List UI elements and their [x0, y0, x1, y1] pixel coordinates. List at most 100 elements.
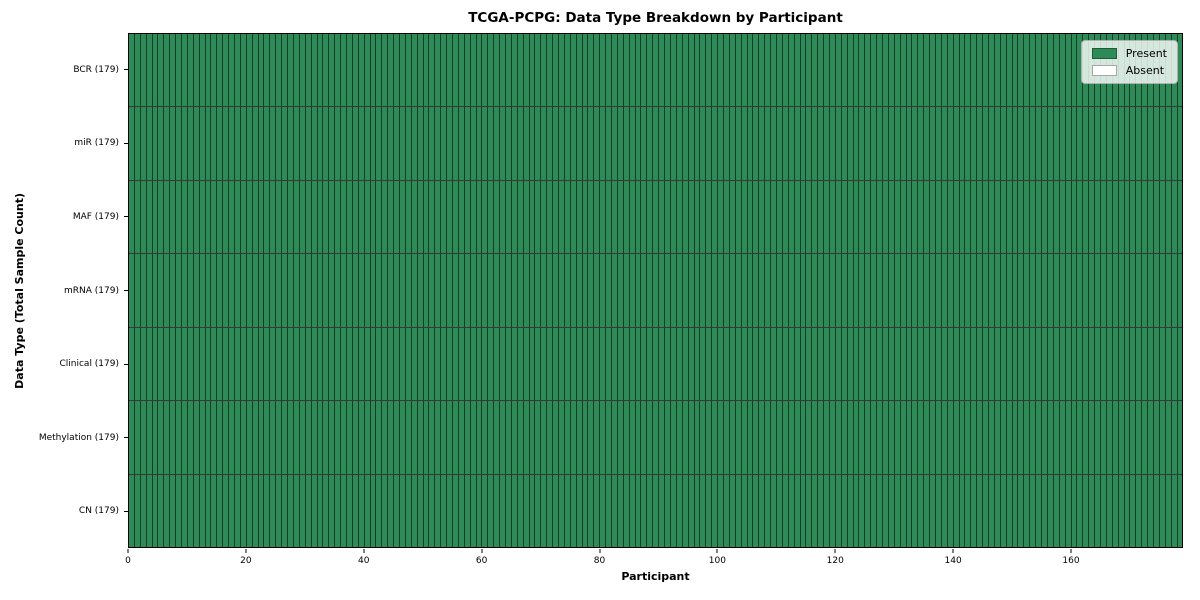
- heatmap-cell: [705, 34, 712, 107]
- heatmap-cell: [1005, 401, 1012, 474]
- heatmap-cell: [722, 254, 729, 327]
- heatmap-cell: [328, 254, 335, 327]
- heatmap-cell: [1158, 180, 1165, 254]
- heatmap-cell: [887, 107, 894, 180]
- heatmap-cell: [581, 401, 588, 474]
- heatmap-cell: [534, 474, 541, 547]
- heatmap-cell: [587, 180, 594, 254]
- heatmap-cell: [1064, 254, 1071, 327]
- heatmap-cell: [599, 254, 606, 327]
- heatmap-cell: [328, 401, 335, 474]
- heatmap-cell: [381, 34, 388, 107]
- heatmap-cell: [558, 180, 564, 254]
- heatmap-cell: [1111, 401, 1118, 474]
- heatmap-cell: [664, 254, 670, 327]
- heatmap-cell: [1129, 474, 1136, 547]
- heatmap-cell: [292, 254, 299, 327]
- heatmap-cell: [1176, 180, 1183, 254]
- heatmap-cell: [864, 401, 871, 474]
- heatmap-cell: [982, 254, 989, 327]
- heatmap-cell: [1035, 474, 1042, 547]
- heatmap-cell: [163, 34, 170, 107]
- heatmap-cell: [775, 180, 782, 254]
- heatmap-cell: [728, 401, 735, 474]
- heatmap-cell: [316, 327, 323, 401]
- heatmap-cell: [599, 107, 606, 180]
- heatmap-cell: [575, 254, 582, 327]
- heatmap-cell: [605, 180, 612, 254]
- heatmap-cell: [864, 254, 871, 327]
- heatmap-cell: [269, 107, 276, 180]
- heatmap-cell: [345, 327, 352, 401]
- heatmap-cell: [210, 180, 217, 254]
- heatmap-cell: [958, 474, 965, 547]
- heatmap-cell: [393, 34, 399, 107]
- heatmap-cell: [581, 180, 588, 254]
- heatmap-cell: [558, 401, 564, 474]
- heatmap-cell: [292, 34, 299, 107]
- heatmap-cell: [393, 401, 399, 474]
- heatmap-cell: [964, 327, 971, 401]
- heatmap-cell: [817, 474, 824, 547]
- heatmap-cell: [1135, 401, 1142, 474]
- heatmap-cell: [404, 327, 411, 401]
- heatmap-cell: [929, 401, 936, 474]
- heatmap-cell: [351, 327, 358, 401]
- heatmap-cell: [1135, 474, 1142, 547]
- heatmap-cell: [652, 474, 659, 547]
- heatmap-cell: [552, 327, 559, 401]
- heatmap-cell: [1076, 254, 1083, 327]
- heatmap-cell: [451, 107, 458, 180]
- heatmap-cell: [999, 401, 1006, 474]
- heatmap-cell: [811, 327, 818, 401]
- heatmap-cell: [870, 180, 877, 254]
- heatmap-cell: [1082, 474, 1089, 547]
- heatmap-cell: [834, 401, 841, 474]
- heatmap-cell: [322, 401, 329, 474]
- heatmap-cell: [1123, 401, 1130, 474]
- heatmap-cell: [292, 107, 299, 180]
- heatmap-cell: [911, 254, 918, 327]
- heatmap-cell: [687, 180, 694, 254]
- heatmap-cell: [988, 401, 994, 474]
- heatmap-cell: [505, 327, 511, 401]
- heatmap-cell: [463, 327, 470, 401]
- heatmap-cell: [387, 34, 394, 107]
- heatmap-cell: [198, 327, 205, 401]
- heatmap-cell: [740, 107, 747, 180]
- heatmap-cell: [139, 474, 146, 547]
- heatmap-cell: [575, 327, 582, 401]
- heatmap-cell: [958, 107, 965, 180]
- heatmap-cell: [363, 254, 370, 327]
- heatmap-cell: [1164, 107, 1171, 180]
- heatmap-cell: [151, 474, 158, 547]
- heatmap-cell: [652, 107, 659, 180]
- heatmap-cell: [398, 254, 405, 327]
- heatmap-cell: [481, 327, 488, 401]
- heatmap-cell: [587, 254, 594, 327]
- heatmap-cell: [129, 327, 134, 401]
- heatmap-cell: [817, 107, 824, 180]
- heatmap-cell: [469, 327, 476, 401]
- heatmap-cell: [505, 180, 511, 254]
- heatmap-cell: [652, 34, 659, 107]
- x-tick-mark: [1070, 549, 1072, 553]
- heatmap-cell: [1076, 180, 1083, 254]
- heatmap-cell: [893, 34, 900, 107]
- heatmap-cell: [722, 401, 729, 474]
- heatmap-cell: [1035, 180, 1042, 254]
- heatmap-cell: [982, 180, 989, 254]
- heatmap-cell: [292, 401, 299, 474]
- heatmap-cell: [322, 34, 329, 107]
- heatmap-cell: [416, 34, 423, 107]
- heatmap-cell: [257, 401, 264, 474]
- heatmap-cell: [999, 34, 1006, 107]
- heatmap-cell: [1111, 107, 1118, 180]
- heatmap-cell: [516, 401, 523, 474]
- heatmap-cell: [1041, 327, 1047, 401]
- heatmap-cell: [823, 107, 829, 180]
- heatmap-cell: [970, 107, 977, 180]
- heatmap-cell: [163, 107, 170, 180]
- x-tick-mark: [599, 549, 600, 553]
- heatmap-cell: [1041, 107, 1047, 180]
